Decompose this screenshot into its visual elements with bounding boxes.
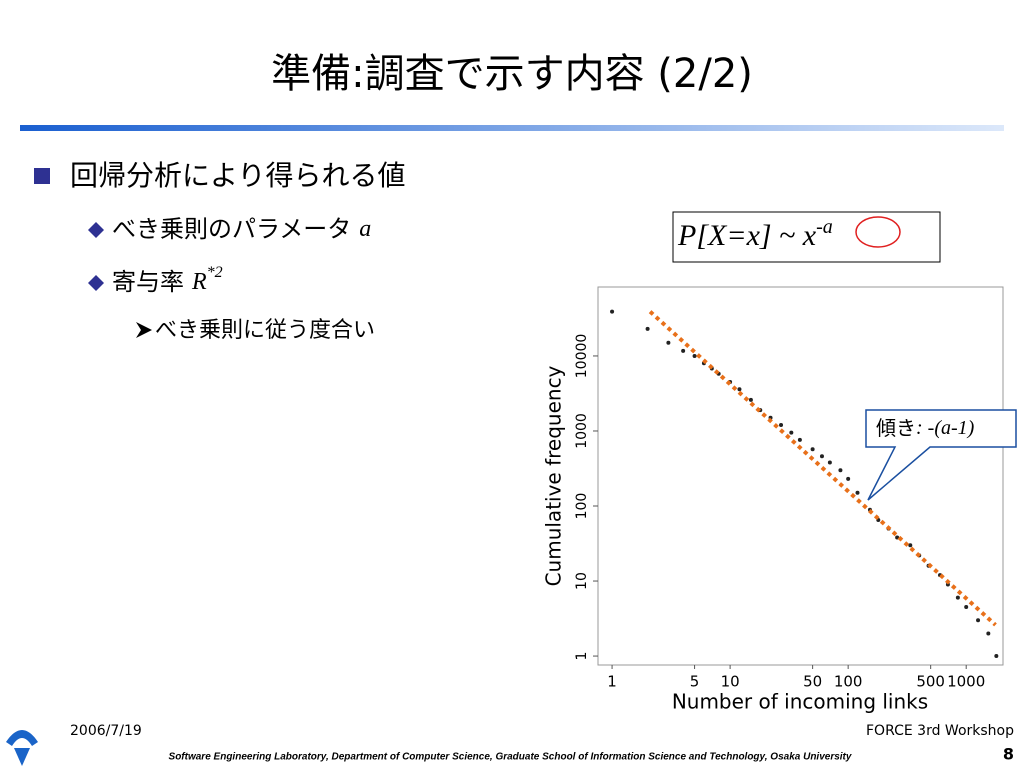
data-point — [681, 348, 686, 353]
data-point — [797, 437, 802, 442]
x-tick-label: 1000 — [947, 673, 985, 691]
y-tick-label: 100 — [574, 493, 590, 520]
data-point — [789, 430, 794, 435]
x-tick-label: 100 — [834, 673, 863, 691]
x-tick-label: 1 — [607, 673, 617, 691]
bullet-label: べき乗則のパラメータ — [112, 215, 351, 243]
formula-text: P[X=x] ~ x — [677, 219, 817, 252]
superscript: *2 — [207, 264, 223, 281]
plot-frame — [597, 286, 1004, 666]
x-axis-label: Number of incoming links — [672, 690, 928, 714]
x-tick-label: 50 — [803, 673, 822, 691]
formula-box — [672, 211, 941, 263]
footer-event: FORCE 3rd Workshop — [866, 723, 1014, 739]
data-point — [855, 490, 860, 495]
data-point — [810, 447, 815, 452]
highlight-ellipse — [855, 216, 901, 248]
page-number: 8 — [1003, 745, 1014, 764]
data-point — [666, 340, 671, 345]
bullet-square — [34, 168, 50, 184]
footer-date: 2006/7/19 — [70, 723, 142, 739]
y-tick-label: 1000 — [574, 413, 590, 449]
y-tick-label: 10 — [574, 572, 590, 590]
data-point — [846, 476, 851, 481]
data-point — [748, 397, 753, 402]
data-point — [737, 387, 742, 392]
x-tick-label: 500 — [916, 673, 945, 691]
callout-formula: : -(a-1) — [916, 417, 975, 439]
data-point — [610, 309, 615, 314]
y-axis-label: Cumulative frequency — [542, 365, 566, 586]
data-point — [994, 654, 999, 659]
slide-title: 準備:調査で示す内容 (2/2) — [271, 51, 753, 97]
data-point — [838, 468, 843, 473]
data-point — [908, 543, 913, 548]
trend-line — [648, 310, 997, 627]
data-point — [964, 605, 969, 610]
data-point — [986, 631, 991, 636]
data-point — [645, 326, 650, 331]
bullet-text: 寄与率 R*2 — [112, 264, 223, 296]
formula: P[X=x] ~ x-a — [677, 216, 833, 252]
x-tick-label: 10 — [721, 673, 740, 691]
data-point — [819, 454, 824, 459]
bullet-diamond — [88, 275, 104, 291]
x-tick-label: 5 — [690, 673, 700, 691]
bullet-text: 回帰分析により得られる値 — [70, 159, 405, 192]
data-point — [827, 460, 832, 465]
y-tick-label: 10000 — [574, 334, 590, 379]
symbol: R — [191, 269, 207, 295]
callout: 傾き: -(a-1) — [876, 416, 975, 440]
superscript: -a — [816, 216, 833, 238]
bullet-text: べき乗則に従う度合い — [155, 318, 375, 343]
data-point — [955, 595, 960, 600]
callout-box — [865, 409, 1017, 501]
bullet-diamond — [88, 222, 104, 238]
title-rule — [20, 125, 1004, 131]
y-tick-label: 1 — [574, 652, 590, 661]
data-point — [976, 618, 981, 623]
bullet-label: 寄与率 — [112, 268, 184, 296]
data-point — [692, 353, 697, 358]
bullet-text: べき乗則のパラメータ a — [112, 215, 371, 243]
bullet-arrow — [136, 322, 152, 338]
symbol: a — [359, 216, 371, 242]
logo — [6, 730, 38, 766]
data-point — [779, 423, 784, 428]
footer-affiliation: Software Engineering Laboratory, Departm… — [169, 752, 852, 763]
callout-text: 傾き — [876, 416, 916, 440]
